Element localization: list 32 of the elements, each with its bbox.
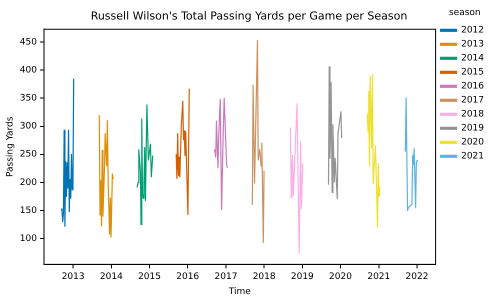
y-tick-label: 200 (20, 178, 38, 188)
legend-label: 2021 (461, 152, 484, 162)
x-axis-title: Time (228, 286, 252, 297)
x-tick-label: 2021 (367, 272, 390, 282)
y-tick-label: 150 (20, 206, 38, 216)
legend-label: 2018 (461, 110, 484, 120)
x-tick-label: 2013 (62, 272, 85, 282)
x-tick-label: 2018 (252, 272, 276, 282)
y-tick-label: 250 (20, 150, 38, 160)
legend-label: 2017 (461, 96, 484, 106)
x-tick-label: 2020 (329, 272, 352, 282)
x-tick-label: 2017 (214, 272, 238, 282)
x-tick-label: 2016 (176, 272, 200, 282)
legend-label: 2020 (461, 138, 484, 148)
y-tick-label: 400 (20, 66, 38, 76)
legend-label: 2015 (461, 68, 484, 78)
y-tick-label: 350 (20, 94, 38, 104)
y-tick-label: 450 (20, 37, 38, 48)
chart-title: Russell Wilson's Total Passing Yards per Game per Season (90, 9, 408, 22)
y-tick-label: 300 (20, 122, 38, 132)
legend-title: season (448, 8, 481, 18)
legend-label: 2016 (461, 82, 484, 92)
legend-label: 2014 (461, 54, 484, 64)
x-tick-label: 2019 (290, 272, 314, 282)
legend-label: 2013 (461, 40, 484, 50)
x-tick-label: 2015 (138, 272, 161, 282)
x-tick-label: 2022 (406, 272, 428, 282)
legend-label: 2012 (461, 26, 484, 36)
y-tick-label: 100 (20, 234, 38, 244)
legend-label: 2019 (461, 124, 484, 134)
x-tick-label: 2014 (100, 272, 124, 282)
y-axis-title: Passing Yards (6, 116, 16, 178)
